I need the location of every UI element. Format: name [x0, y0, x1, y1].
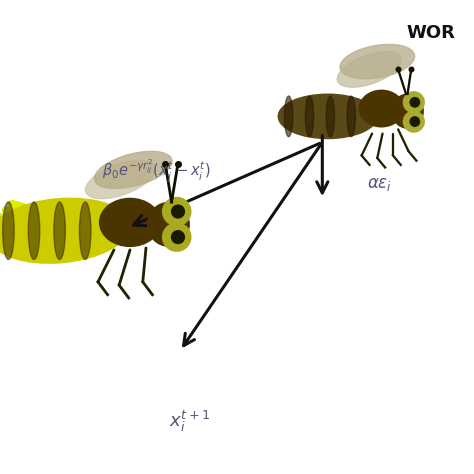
Circle shape [403, 92, 424, 113]
Circle shape [163, 198, 191, 226]
Ellipse shape [94, 151, 172, 189]
Circle shape [403, 111, 424, 132]
Ellipse shape [305, 96, 314, 137]
Text: $x_i^{t+1}$: $x_i^{t+1}$ [169, 409, 210, 435]
Text: $\beta_0 e^{-\gamma r_{ij}^2}(x_j^t - x_i^t)$: $\beta_0 e^{-\gamma r_{ij}^2}(x_j^t - x_… [102, 157, 211, 184]
Ellipse shape [147, 202, 189, 246]
Ellipse shape [359, 90, 404, 127]
Ellipse shape [337, 52, 401, 87]
Ellipse shape [284, 96, 293, 137]
Ellipse shape [326, 96, 335, 137]
Circle shape [410, 117, 419, 126]
Circle shape [163, 223, 191, 251]
Ellipse shape [0, 198, 130, 263]
Ellipse shape [100, 199, 160, 246]
Ellipse shape [54, 202, 65, 260]
Ellipse shape [340, 45, 415, 79]
Ellipse shape [392, 94, 423, 128]
Text: WOR: WOR [407, 24, 456, 42]
Circle shape [410, 98, 419, 107]
Text: $\alpha\varepsilon_i$: $\alpha\varepsilon_i$ [367, 176, 392, 193]
Ellipse shape [28, 202, 40, 260]
Ellipse shape [85, 160, 155, 199]
Ellipse shape [278, 94, 377, 138]
Ellipse shape [347, 96, 356, 137]
Circle shape [172, 205, 184, 218]
Ellipse shape [80, 202, 91, 260]
Ellipse shape [3, 202, 14, 260]
Circle shape [172, 231, 184, 244]
